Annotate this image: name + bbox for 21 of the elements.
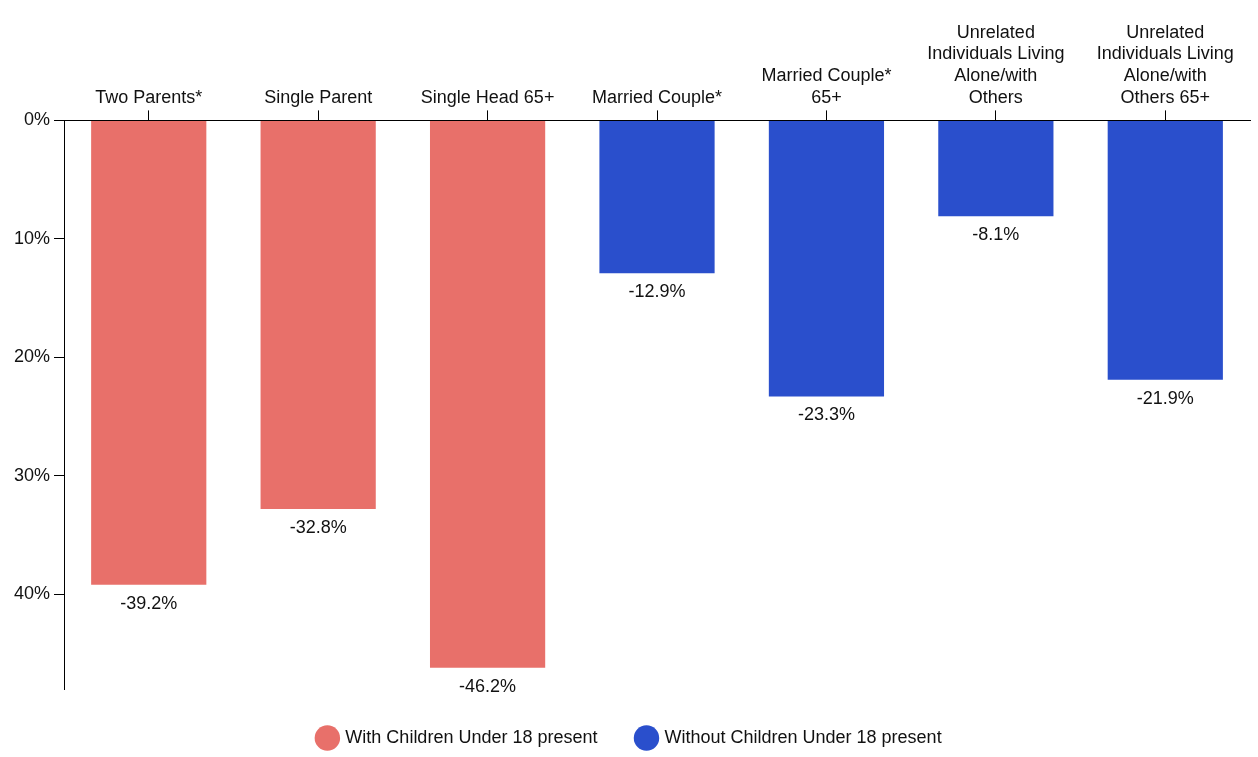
x-tick-label: Single Head 65+ [420,86,555,107]
data-label: -12.9% [628,281,686,302]
x-tick-label: Married Couple* 65+ [761,64,892,107]
y-tick-label: 40% [14,583,51,604]
x-tick-label: Single Parent [264,86,373,107]
x-tick-label: Married Couple* [591,86,723,107]
data-label: -32.8% [289,516,347,537]
y-tick-label: 30% [14,464,51,485]
y-tick-label: 20% [14,346,51,367]
legend-label: With Children Under 18 present [345,726,598,747]
legend-label: Without Children Under 18 present [664,726,942,747]
data-label: -8.1% [972,224,1020,245]
x-tick-label: Two Parents* [95,86,203,107]
data-label: -23.3% [797,404,855,425]
data-label: -21.9% [1136,387,1194,408]
y-tick-label: 0% [24,109,51,130]
data-label: -46.2% [459,675,517,696]
data-label: -39.2% [120,592,178,613]
y-tick-label: 10% [14,227,51,248]
x-tick-label: Unrelated Individuals Living Alone/with Others [927,21,1065,107]
x-tick-label: Unrelated Individuals Living Alone/with Others 65+ [1096,21,1234,107]
